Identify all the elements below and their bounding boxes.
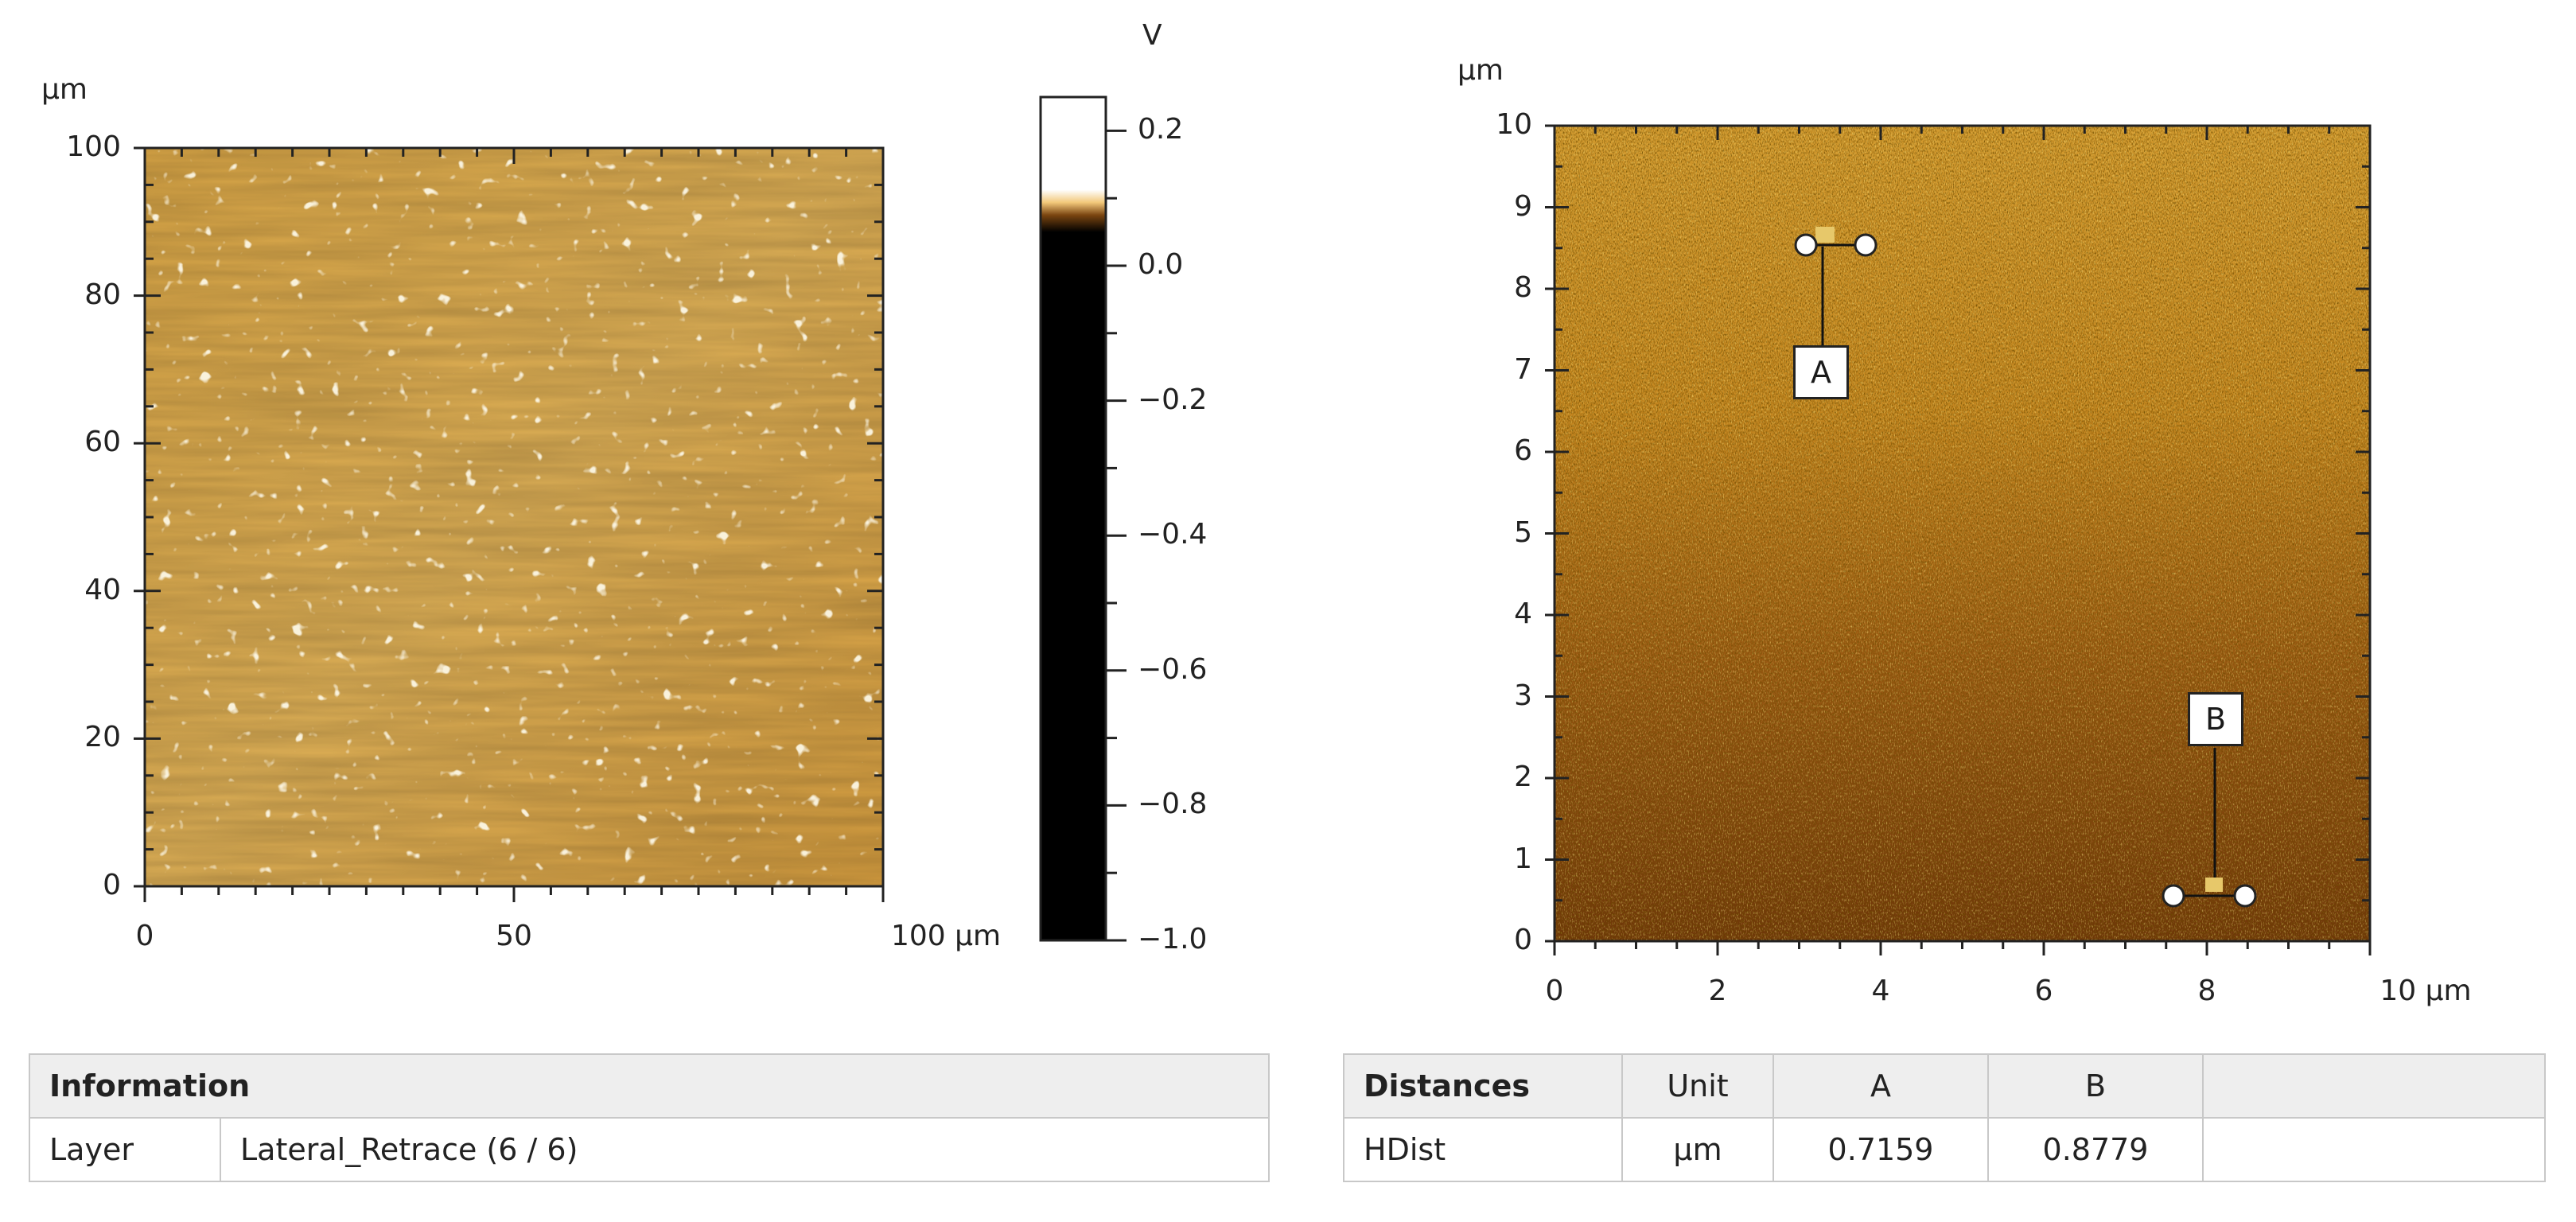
right-y-tick-label: 8 (1514, 271, 1532, 304)
colorbar-tick-label: −0.6 (1138, 652, 1208, 686)
colorbar-unit-label: V (1142, 19, 1162, 52)
left-x-tick-label: 50 (496, 920, 532, 952)
colorbar-tick-label: −0.4 (1138, 518, 1208, 551)
left-x-tick-label: 100 µm (891, 920, 1002, 952)
left-y-tick-label: 20 (84, 721, 121, 754)
left-y-tick-label: 100 (66, 130, 121, 163)
distances-b-header: B (1987, 1053, 2204, 1119)
right-y-tick-label: 0 (1514, 924, 1532, 956)
distances-empty-header (2202, 1053, 2546, 1119)
colorbar-tick-label: −0.8 (1138, 788, 1208, 821)
marker-a-measurement (1794, 227, 1878, 348)
right-x-tick-label: 10 µm (2379, 975, 2472, 1007)
right-y-unit-label: µm (1457, 54, 1504, 87)
right-plot-axes (1545, 124, 2372, 955)
right-y-tick-label: 4 (1514, 597, 1532, 630)
layer-value: Lateral_Retrace (6 / 6) (220, 1117, 1270, 1182)
marker-a-label: A (1793, 345, 1849, 399)
right-x-tick-label: 2 (1708, 975, 1727, 1007)
left-y-tick-label: 40 (84, 573, 121, 606)
right-y-tick-label: 7 (1514, 352, 1532, 386)
right-y-tick-label: 10 (1496, 108, 1532, 141)
information-table: Information Layer Lateral_Retrace (6 / 6… (29, 1053, 1270, 1182)
marker-b-measurement (2162, 748, 2257, 908)
right-x-tick-label: 4 (1871, 975, 1890, 1007)
left-afm-image (145, 148, 883, 886)
colorbar-tick-label: 0.0 (1138, 248, 1184, 281)
marker-b-label: B (2188, 692, 2243, 746)
right-y-tick-label: 5 (1514, 516, 1532, 549)
information-title: Information (29, 1053, 1270, 1119)
hdist-unit: µm (1621, 1117, 1774, 1182)
hdist-b-value: 0.8779 (1987, 1117, 2204, 1182)
left-y-tick-label: 60 (84, 426, 121, 459)
distances-title: Distances (1343, 1053, 1623, 1119)
right-y-tick-label: 3 (1514, 679, 1532, 712)
right-y-tick-label: 2 (1514, 761, 1532, 793)
colorbar-tick-label: 0.2 (1138, 113, 1184, 146)
hdist-empty (2202, 1117, 2546, 1182)
hdist-a-value: 0.7159 (1772, 1117, 1989, 1182)
colorbar-tick-label: −0.2 (1138, 383, 1208, 416)
right-y-tick-label: 1 (1514, 842, 1532, 875)
left-plot-axes (134, 146, 885, 902)
layer-label: Layer (29, 1117, 221, 1182)
left-y-unit-label: µm (41, 73, 88, 106)
distances-a-header: A (1772, 1053, 1989, 1119)
right-afm-image (1555, 126, 2370, 941)
left-y-tick-label: 80 (84, 278, 121, 311)
colorbar-axis (1106, 129, 1127, 942)
right-y-tick-label: 9 (1514, 189, 1532, 223)
right-y-tick-label: 6 (1514, 434, 1532, 467)
left-x-tick-label: 0 (135, 920, 154, 952)
right-x-tick-label: 8 (2197, 975, 2216, 1007)
right-x-tick-label: 6 (2034, 975, 2053, 1007)
distances-unit-header: Unit (1621, 1053, 1774, 1119)
distances-table: Distances Unit A B HDist µm 0.7159 0.877… (1343, 1053, 2546, 1182)
colorbar-tick-label: −1.0 (1138, 923, 1208, 955)
left-y-tick-label: 0 (103, 869, 121, 901)
hdist-label: HDist (1343, 1117, 1623, 1182)
right-x-tick-label: 0 (1545, 975, 1564, 1007)
colorbar-gradient (1039, 95, 1107, 942)
